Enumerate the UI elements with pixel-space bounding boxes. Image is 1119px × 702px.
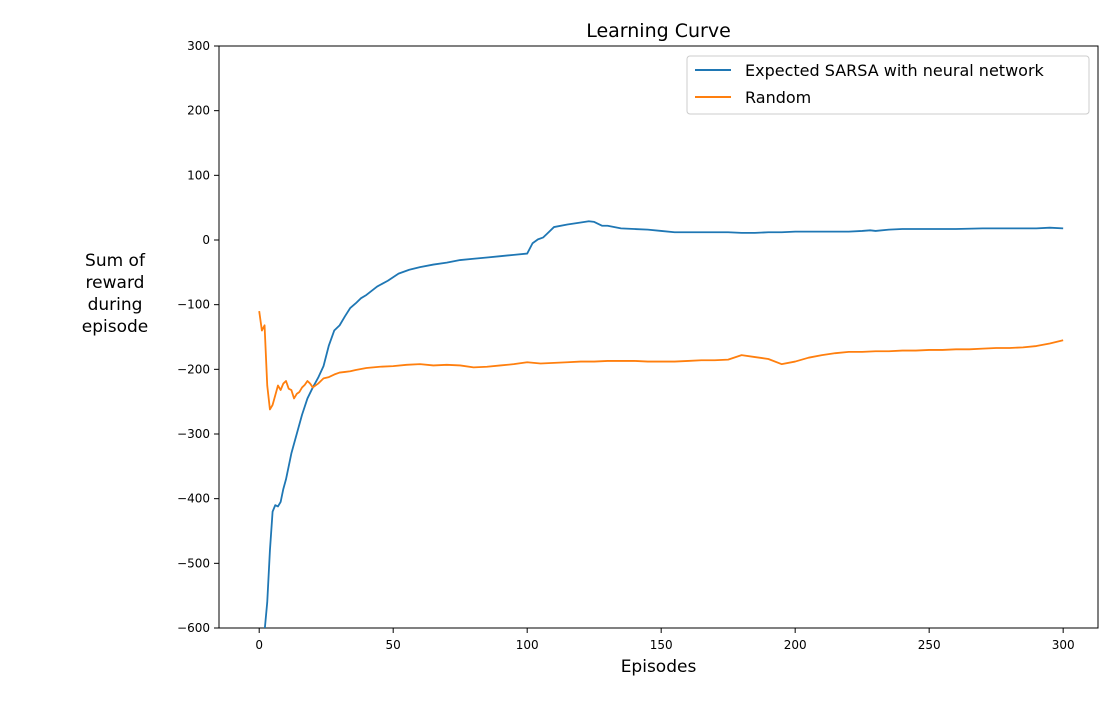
x-tick-label: 200 — [784, 638, 807, 652]
y-tick-label: −200 — [177, 362, 210, 376]
legend-box — [686, 55, 1090, 115]
y-tick-label: −600 — [177, 621, 210, 635]
x-axis-ticks: 0 50 100 150 200 250 300 — [255, 628, 1075, 652]
y-tick-label: −300 — [177, 427, 210, 441]
y-tick-label: −100 — [177, 298, 210, 312]
x-tick-label: 250 — [918, 638, 941, 652]
y-axis-label: Sum of reward during episode — [82, 251, 148, 337]
y-axis-label-line: episode — [82, 317, 148, 337]
x-tick-label: 50 — [386, 638, 401, 652]
plot-area — [218, 45, 1099, 629]
y-tick-label: 100 — [187, 168, 210, 182]
y-tick-label: 0 — [202, 233, 210, 247]
chart-title: Learning Curve — [586, 20, 731, 42]
x-tick-label: 0 — [255, 638, 263, 652]
y-tick-label: −500 — [177, 556, 210, 570]
y-axis-label-line: reward — [86, 273, 145, 293]
y-tick-label: 200 — [187, 104, 210, 118]
x-tick-label: 300 — [1052, 638, 1075, 652]
series-line-1 — [258, 311, 1064, 411]
legend-label-0: Expected SARSA with neural network — [745, 61, 1045, 80]
legend: Expected SARSA with neural network Random — [686, 55, 1090, 115]
y-axis-label-line: during — [88, 295, 143, 315]
x-axis-label: Episodes — [621, 657, 697, 677]
x-tick-label: 100 — [516, 638, 539, 652]
y-tick-label: −400 — [177, 492, 210, 506]
series-line-0 — [263, 220, 1064, 628]
axes-frame — [218, 45, 1099, 629]
series-layer — [258, 220, 1064, 628]
x-tick-label: 150 — [650, 638, 673, 652]
y-axis-label-line: Sum of — [85, 251, 146, 271]
legend-label-1: Random — [745, 88, 811, 107]
y-axis-ticks: −600 −500 −400 −300 −200 −100 0 100 200 300 — [177, 39, 219, 635]
y-tick-label: 300 — [187, 39, 210, 53]
